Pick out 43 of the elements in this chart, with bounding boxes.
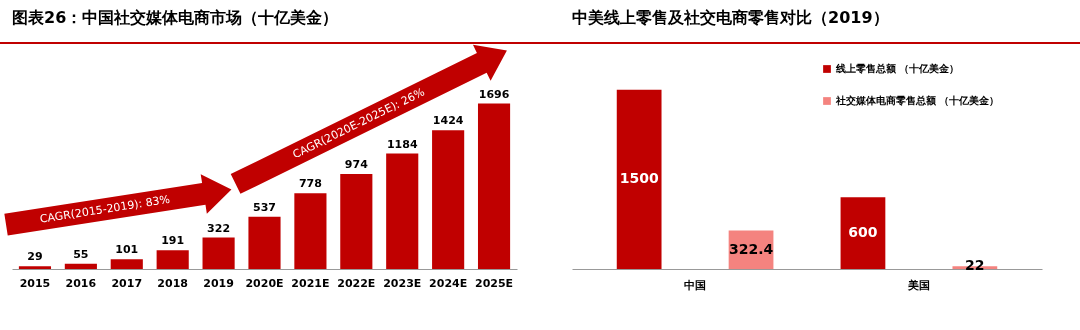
bar [840, 197, 886, 269]
chart-title: 中美线上零售及社交电商零售对比（2019） [572, 8, 889, 27]
data-label: 322.4 [728, 240, 774, 257]
data-label: 537 [253, 200, 276, 214]
data-label: 22 [965, 257, 985, 274]
data-label: 322 [207, 221, 231, 235]
x-tick-label: 2017 [111, 276, 143, 290]
data-label: 1424 [432, 114, 464, 128]
x-tick-label: 2019 [203, 276, 234, 290]
legend-label: 社交媒体电商零售总额 （十亿美金） [835, 95, 1000, 106]
bar [18, 266, 52, 269]
data-label: 1696 [478, 87, 510, 101]
data-label: 55 [73, 247, 89, 261]
x-tick-label: 2024E [429, 276, 468, 290]
x-tick-label: 2018 [157, 276, 188, 290]
data-label: 1500 [619, 170, 659, 187]
x-tick-label: 2015 [19, 276, 51, 290]
x-tick-label: 2022E [337, 276, 376, 290]
bar [64, 263, 97, 269]
bar [616, 89, 662, 269]
bar [110, 259, 143, 269]
x-tick-label: 中国 [684, 278, 707, 292]
x-tick-label: 2021E [291, 276, 330, 290]
chart-title: 图表26：中国社交媒体电商市场（十亿美金） [12, 8, 339, 27]
x-tick-label: 2025E [474, 276, 514, 290]
x-tick-label: 美国 [906, 278, 930, 292]
legend-label: 线上零售总额 （十亿美金） [835, 63, 960, 74]
data-label: 191 [161, 234, 185, 248]
data-label: 101 [115, 243, 139, 257]
data-label: 600 [848, 224, 878, 241]
bar [432, 130, 465, 269]
bar [202, 237, 235, 269]
bar [156, 250, 189, 269]
x-tick-label: 2016 [65, 276, 97, 290]
x-tick-label: 2023E [383, 276, 422, 290]
x-tick-label: 2020E [245, 276, 284, 290]
bar [340, 174, 373, 269]
bar [294, 193, 327, 269]
bar [248, 216, 281, 269]
data-label: 29 [27, 250, 43, 264]
data-label: 778 [298, 177, 322, 191]
data-label: 974 [344, 158, 369, 172]
bar [477, 103, 511, 269]
